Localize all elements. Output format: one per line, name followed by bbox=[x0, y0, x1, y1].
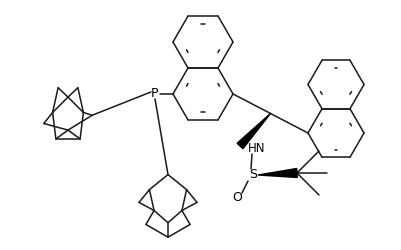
Text: HN: HN bbox=[247, 142, 265, 154]
Polygon shape bbox=[257, 168, 296, 177]
Text: O: O bbox=[231, 192, 241, 204]
Text: S: S bbox=[248, 168, 256, 181]
Text: P: P bbox=[151, 88, 158, 101]
Polygon shape bbox=[237, 114, 270, 149]
